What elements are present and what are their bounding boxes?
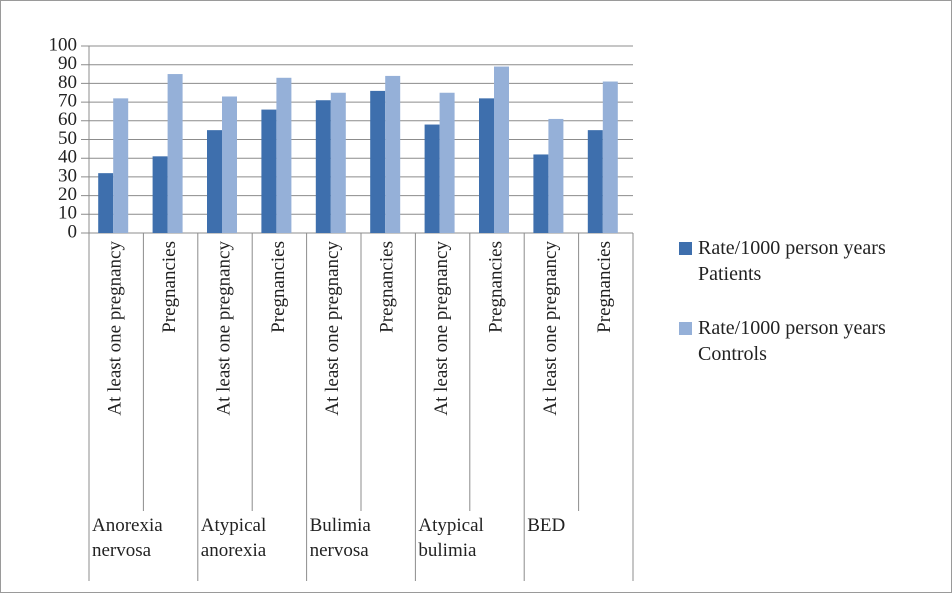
bar [424, 124, 440, 233]
bar [152, 156, 168, 233]
x-tick-label: At least one pregnancy [431, 241, 452, 416]
bar [315, 100, 331, 233]
bar [113, 98, 129, 233]
group-label: Bulimia nervosa [309, 515, 371, 561]
y-tick-label: 10 [58, 203, 77, 224]
x-tick-label: At least one pregnancy [213, 241, 234, 416]
x-tick-label: At least one pregnancy [540, 241, 561, 416]
bar [439, 92, 455, 233]
group-label: Atypical anorexia [200, 515, 267, 561]
legend-swatch [679, 242, 692, 255]
x-tick-label: Pregnancies [485, 241, 506, 333]
x-tick-label: At least one pregnancy [105, 241, 126, 416]
x-tick-label: At least one pregnancy [322, 241, 343, 416]
bar [98, 173, 114, 233]
bar [207, 130, 222, 233]
bar [167, 74, 183, 233]
x-tick-label: Pregnancies [159, 241, 180, 333]
bar [602, 81, 618, 233]
y-tick-label: 60 [58, 109, 77, 130]
bar [548, 118, 564, 233]
y-tick-label: 70 [58, 90, 77, 111]
y-tick-label: 0 [68, 221, 78, 242]
bar [222, 96, 237, 234]
legend-label: Rate/1000 person years Patients [698, 237, 886, 285]
legend-label: Rate/1000 person years Controls [698, 317, 886, 365]
bar [494, 66, 509, 233]
x-tick-label: Pregnancies [377, 241, 398, 333]
group-label: Anorexia nervosa [92, 515, 163, 561]
bar [479, 98, 494, 233]
y-tick-label: 80 [58, 72, 77, 93]
y-tick-label: 20 [58, 184, 77, 205]
y-tick-label: 90 [58, 53, 77, 74]
bar [533, 154, 549, 233]
y-tick-label: 40 [58, 147, 77, 168]
bar [276, 77, 292, 233]
bar [330, 92, 346, 233]
legend-swatch [679, 322, 692, 335]
bar [261, 109, 277, 233]
bar [587, 130, 603, 233]
y-tick-label: 30 [58, 165, 77, 186]
bar [370, 90, 386, 233]
y-tick-label: 50 [58, 128, 77, 149]
x-tick-label: Pregnancies [594, 241, 615, 333]
y-tick-label: 100 [49, 34, 78, 55]
bar [385, 75, 401, 233]
group-label: BED [527, 515, 566, 536]
group-label: Atypical bulimia [418, 515, 484, 561]
x-tick-label: Pregnancies [268, 241, 289, 333]
